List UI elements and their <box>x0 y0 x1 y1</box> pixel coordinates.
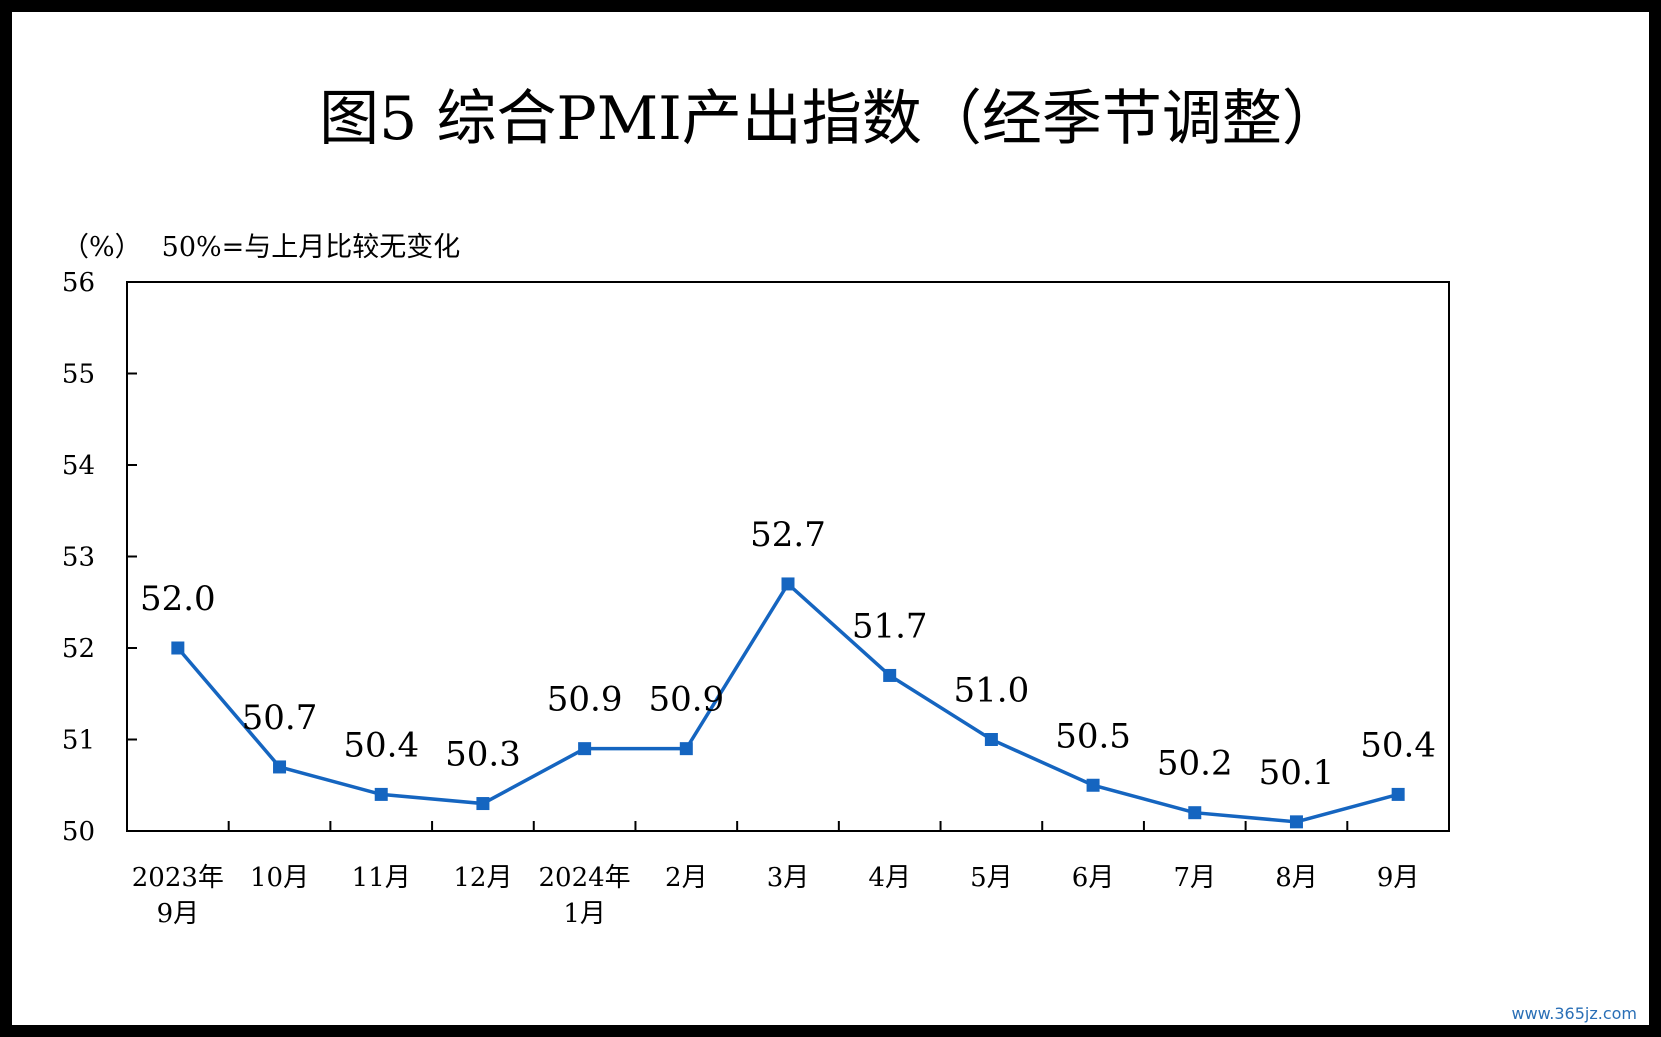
data-point <box>679 742 693 756</box>
x-tick-label: 5月 <box>970 863 1013 893</box>
x-tick-label: 9月 <box>1377 863 1420 893</box>
x-tick-label: 9月 <box>157 899 200 929</box>
data-point <box>476 797 490 811</box>
watermark: www.365jz.com <box>1511 1004 1637 1023</box>
data-label: 50.4 <box>1360 725 1436 765</box>
data-point <box>273 760 287 774</box>
x-tick-label: 4月 <box>868 863 911 893</box>
data-label: 52.0 <box>140 579 216 619</box>
x-tick-label: 8月 <box>1275 863 1318 893</box>
data-point <box>1086 778 1100 792</box>
x-tick-label: 2023年 <box>132 863 224 893</box>
data-label: 50.3 <box>445 735 521 775</box>
x-tick-label: 7月 <box>1173 863 1216 893</box>
x-tick-label: 3月 <box>767 863 810 893</box>
chart-title: 图5 综合PMI产出指数（经季节调整） <box>319 84 1342 154</box>
y-tick-label: 51 <box>62 726 95 756</box>
y-tick-label: 53 <box>62 543 95 573</box>
data-label: 50.4 <box>343 725 419 765</box>
y-tick-label: 54 <box>62 451 95 481</box>
data-label: 50.9 <box>648 680 724 720</box>
data-label: 50.1 <box>1259 753 1335 793</box>
data-point <box>883 668 897 682</box>
unit-label: （%） <box>62 232 142 263</box>
data-point <box>1188 806 1202 820</box>
data-label: 51.7 <box>852 606 928 646</box>
data-point <box>578 742 592 756</box>
data-point <box>171 641 185 655</box>
data-point <box>781 577 795 591</box>
data-label: 50.9 <box>547 680 623 720</box>
baseline-note: 50%=与上月比较无变化 <box>161 232 461 263</box>
data-point <box>1391 787 1405 801</box>
data-label: 50.2 <box>1157 744 1233 784</box>
line-chart: 50 51 52 53 54 55 56 2023年 9月 10月 11月 12月 2024年 1月 2月 3… <box>62 268 1450 929</box>
x-tick-label: 1月 <box>563 899 606 929</box>
data-label: 50.7 <box>242 698 318 738</box>
x-tick-label: 6月 <box>1072 863 1115 893</box>
x-tick-label: 12月 <box>453 863 512 893</box>
data-label: 51.0 <box>954 671 1030 711</box>
data-point <box>984 733 998 746</box>
plot-area-border <box>126 281 1450 832</box>
y-tick-label: 50 <box>62 817 95 847</box>
x-tick-label: 11月 <box>352 863 411 893</box>
data-label: 50.5 <box>1055 716 1131 756</box>
series-line <box>176 581 1399 824</box>
data-point <box>374 787 388 801</box>
y-tick-label: 52 <box>62 634 95 664</box>
x-tick-label: 10月 <box>250 863 309 893</box>
x-tick-label: 2月 <box>665 863 708 893</box>
x-tick-label: 2024年 <box>539 863 631 893</box>
chart-frame: 图5 综合PMI产出指数（经季节调整） （%） 50%=与上月比较无变化 50 51… <box>12 12 1649 1025</box>
y-tick-label: 56 <box>62 268 95 298</box>
data-label: 52.7 <box>750 515 826 555</box>
unit-note: （%） 50%=与上月比较无变化 <box>62 225 480 264</box>
data-point <box>1289 815 1303 829</box>
y-tick-label: 55 <box>62 360 95 390</box>
